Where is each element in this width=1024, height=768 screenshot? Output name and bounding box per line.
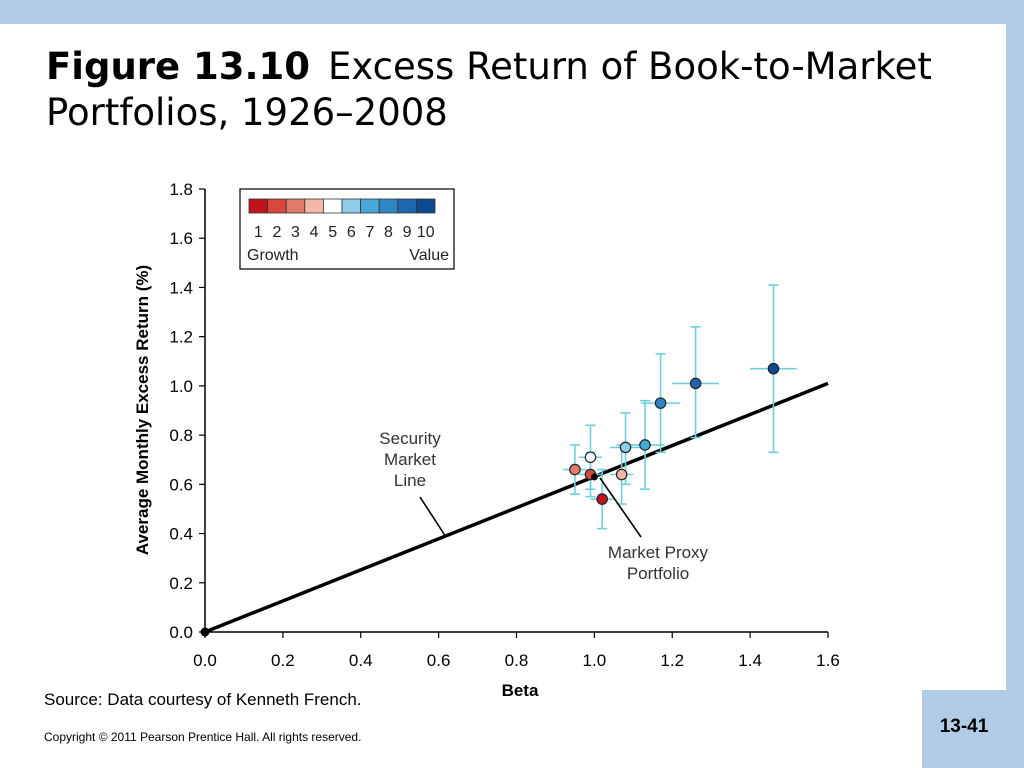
legend-number: 2 <box>272 224 281 241</box>
legend-number: 5 <box>328 224 337 241</box>
legend-number: 4 <box>310 224 319 241</box>
legend-swatch <box>304 198 324 214</box>
y-tick-label: 0.6 <box>169 475 193 494</box>
legend-growth-label: Growth <box>247 247 299 264</box>
legend-swatch <box>341 198 362 214</box>
legend-swatch <box>267 198 287 214</box>
source-note: Source: Data courtesy of Kenneth French. <box>44 690 362 709</box>
legend-number: 6 <box>347 224 356 241</box>
portfolio-point-8 <box>654 397 667 409</box>
legend: 1 2 3 4 5 6 7 8 9 10 Growth Value <box>239 188 455 270</box>
legend-number: 3 <box>291 224 300 241</box>
market-proxy-leader-line <box>599 477 642 538</box>
sml-leader-line <box>419 496 447 538</box>
y-tick-label: 0.2 <box>169 574 193 593</box>
x-tick-label: 1.2 <box>660 651 684 670</box>
chart-axes: 0.0 0.2 0.4 0.6 0.8 1.0 1.2 1.4 1.6 0.0 0.2 0.4 0.6 0… <box>133 180 840 700</box>
x-tick-label: 0.6 <box>427 651 451 670</box>
y-tick-label: 1.2 <box>169 328 193 347</box>
right-decor-band <box>1006 0 1024 768</box>
y-tick-label: 1.4 <box>169 278 193 297</box>
x-tick-label: 0.4 <box>349 651 373 670</box>
portfolio-point-1 <box>596 493 608 505</box>
origin-point <box>200 627 210 637</box>
y-axis-label: Average Monthly Excess Return (%) <box>133 265 152 555</box>
y-tick-label: 1.8 <box>169 180 193 199</box>
portfolio-point-10 <box>767 362 780 375</box>
slide-title: Figure 13.10 Excess Return of Book-to-Mar… <box>46 44 946 136</box>
legend-swatch <box>360 198 380 214</box>
legend-number: 10 <box>417 224 435 241</box>
portfolio-point-7 <box>639 439 651 451</box>
legend-number: 7 <box>365 224 374 241</box>
title-text: Excess Return of Book-to-Market Portfoli… <box>46 45 932 134</box>
page-number-box <box>922 690 1024 768</box>
market-proxy-point <box>590 473 598 481</box>
legend-number: 8 <box>384 224 393 241</box>
y-tick-label: 0.4 <box>169 525 193 544</box>
sml-label-line: Market <box>384 450 436 469</box>
security-market-line-group <box>200 381 829 637</box>
security-market-line <box>204 381 829 634</box>
x-tick-label: 1.6 <box>816 651 840 670</box>
top-decor-band <box>0 0 1024 24</box>
x-tick-label: 0.8 <box>505 651 529 670</box>
portfolio-point-5 <box>584 451 597 464</box>
y-tick-label: 1.0 <box>169 377 193 396</box>
copyright-note: Copyright © 2011 Pearson Prentice Hall. … <box>44 730 362 744</box>
portfolio-point-4 <box>615 468 628 481</box>
annotations: Security Market Line Market Proxy Portfolio <box>379 429 708 583</box>
legend-number: 9 <box>403 224 412 241</box>
legend-swatch <box>378 198 399 214</box>
x-tick-label: 0.0 <box>193 651 217 670</box>
y-tick-label: 0.8 <box>169 426 193 445</box>
legend-swatch <box>285 198 306 214</box>
legend-value-label: Value <box>409 247 449 264</box>
legend-swatch <box>397 198 417 214</box>
sml-label-line: Security <box>379 429 441 448</box>
portfolio-points <box>569 362 780 505</box>
page-number: 13-41 <box>939 716 989 737</box>
legend-swatch <box>322 198 343 214</box>
portfolio-point-9 <box>689 377 702 390</box>
x-tick-label: 1.4 <box>738 651 762 670</box>
legend-number: 1 <box>254 224 263 241</box>
market-proxy-label-line: Market Proxy <box>608 543 709 562</box>
y-tick-label: 1.6 <box>169 229 193 248</box>
legend-swatch <box>415 198 436 214</box>
figure-label: Figure 13.10 <box>46 45 311 88</box>
market-proxy-label-line: Portfolio <box>627 564 689 583</box>
x-tick-label: 0.2 <box>271 651 295 670</box>
sml-label-line: Line <box>394 471 426 490</box>
x-tick-label: 1.0 <box>583 651 607 670</box>
legend-swatch <box>248 198 269 214</box>
x-axis-label: Beta <box>502 681 539 700</box>
portfolio-point-3 <box>569 463 581 476</box>
error-bars <box>563 284 797 530</box>
portfolio-point-6 <box>619 441 632 454</box>
y-tick-label: 0.0 <box>169 623 193 642</box>
